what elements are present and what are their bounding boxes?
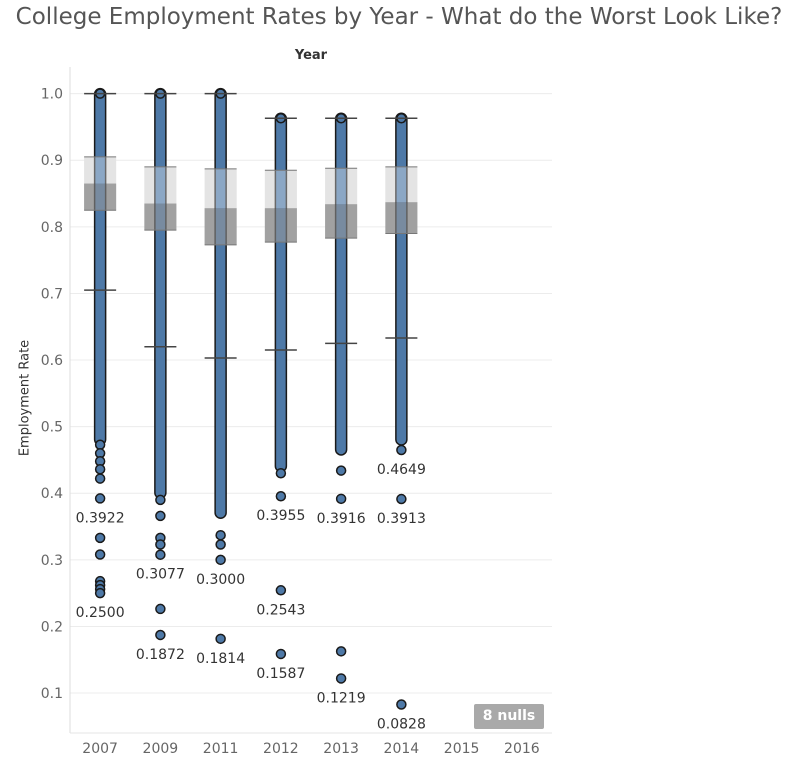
x-tick-label: 2007 bbox=[82, 741, 118, 757]
x-tick-label: 2015 bbox=[444, 741, 480, 757]
x-axis-header: Year bbox=[294, 48, 328, 63]
y-tick-label: 1.0 bbox=[41, 87, 63, 103]
x-tick-label: 2012 bbox=[263, 741, 299, 757]
nulls-badge[interactable]: 8 nulls bbox=[474, 704, 544, 729]
box-lower-overlay bbox=[204, 208, 237, 245]
box-upper-overlay bbox=[144, 166, 177, 204]
data-point bbox=[94, 549, 106, 560]
box-lower-overlay bbox=[385, 202, 418, 234]
dense-points bbox=[334, 112, 348, 456]
y-tick-label: 0.1 bbox=[41, 686, 63, 702]
y-tick-label: 0.8 bbox=[41, 220, 63, 236]
data-point bbox=[155, 494, 166, 506]
data-label: 0.3913 bbox=[377, 511, 426, 527]
data-point bbox=[155, 629, 166, 641]
y-tick-label: 0.6 bbox=[41, 353, 63, 369]
data-point bbox=[335, 673, 347, 684]
data-point bbox=[335, 465, 347, 476]
box-lower-overlay bbox=[325, 204, 358, 239]
data-label: 0.0828 bbox=[377, 716, 426, 732]
box-lower-overlay bbox=[264, 208, 297, 243]
data-point bbox=[215, 529, 226, 541]
data-point bbox=[275, 468, 287, 479]
data-point bbox=[396, 699, 407, 710]
data-label: 0.1814 bbox=[196, 651, 245, 667]
data-label: 0.1219 bbox=[317, 690, 366, 706]
x-tick-label: 2016 bbox=[504, 741, 540, 757]
data-point bbox=[335, 493, 347, 505]
x-tick-label: 2013 bbox=[323, 741, 359, 757]
data-point bbox=[155, 510, 166, 522]
data-label: 0.2543 bbox=[256, 602, 305, 618]
data-point bbox=[215, 539, 226, 550]
data-point bbox=[275, 585, 287, 596]
data-label: 0.4649 bbox=[377, 462, 426, 478]
data-point bbox=[94, 473, 106, 484]
box-upper-overlay bbox=[325, 168, 358, 205]
data-label: 0.3000 bbox=[196, 572, 245, 588]
x-tick-label: 2009 bbox=[143, 741, 179, 757]
data-point bbox=[94, 439, 106, 451]
data-label: 0.3922 bbox=[76, 510, 125, 526]
box-upper-overlay bbox=[385, 166, 418, 203]
data-point bbox=[155, 539, 166, 550]
y-tick-label: 0.4 bbox=[41, 486, 63, 502]
data-point bbox=[275, 490, 287, 502]
data-label: 0.1872 bbox=[136, 647, 185, 663]
data-point bbox=[215, 554, 226, 566]
data-point bbox=[155, 549, 166, 560]
data-point bbox=[396, 444, 407, 456]
data-point bbox=[94, 532, 106, 544]
dense-points bbox=[214, 87, 227, 519]
y-tick-label: 0.3 bbox=[41, 553, 63, 569]
box-lower-overlay bbox=[144, 203, 177, 231]
data-point bbox=[94, 493, 106, 504]
dense-points bbox=[93, 87, 107, 446]
data-point bbox=[155, 603, 166, 615]
y-tick-label: 0.5 bbox=[41, 420, 63, 436]
y-tick-label: 0.9 bbox=[41, 153, 63, 169]
dense-points bbox=[154, 87, 167, 499]
data-label: 0.3955 bbox=[256, 508, 305, 524]
data-point bbox=[94, 587, 106, 599]
x-tick-label: 2014 bbox=[384, 741, 420, 757]
data-label: 0.3916 bbox=[317, 511, 366, 527]
box-upper-overlay bbox=[84, 156, 117, 184]
chart-title: College Employment Rates by Year - What … bbox=[15, 4, 783, 30]
box-upper-overlay bbox=[204, 168, 237, 209]
y-tick-label: 0.2 bbox=[41, 619, 63, 635]
box-upper-overlay bbox=[264, 170, 297, 209]
data-label: 0.2500 bbox=[76, 605, 125, 621]
box-lower-overlay bbox=[84, 183, 117, 211]
data-point bbox=[215, 633, 226, 645]
data-point bbox=[94, 464, 106, 475]
dense-points bbox=[274, 112, 288, 473]
data-point bbox=[335, 646, 347, 657]
data-label: 0.1587 bbox=[256, 666, 305, 682]
dense-points bbox=[395, 112, 408, 446]
y-tick-label: 0.7 bbox=[41, 286, 63, 302]
data-point bbox=[396, 493, 407, 505]
data-point bbox=[275, 648, 287, 660]
data-label: 0.3077 bbox=[136, 567, 185, 583]
x-tick-label: 2011 bbox=[203, 741, 239, 757]
